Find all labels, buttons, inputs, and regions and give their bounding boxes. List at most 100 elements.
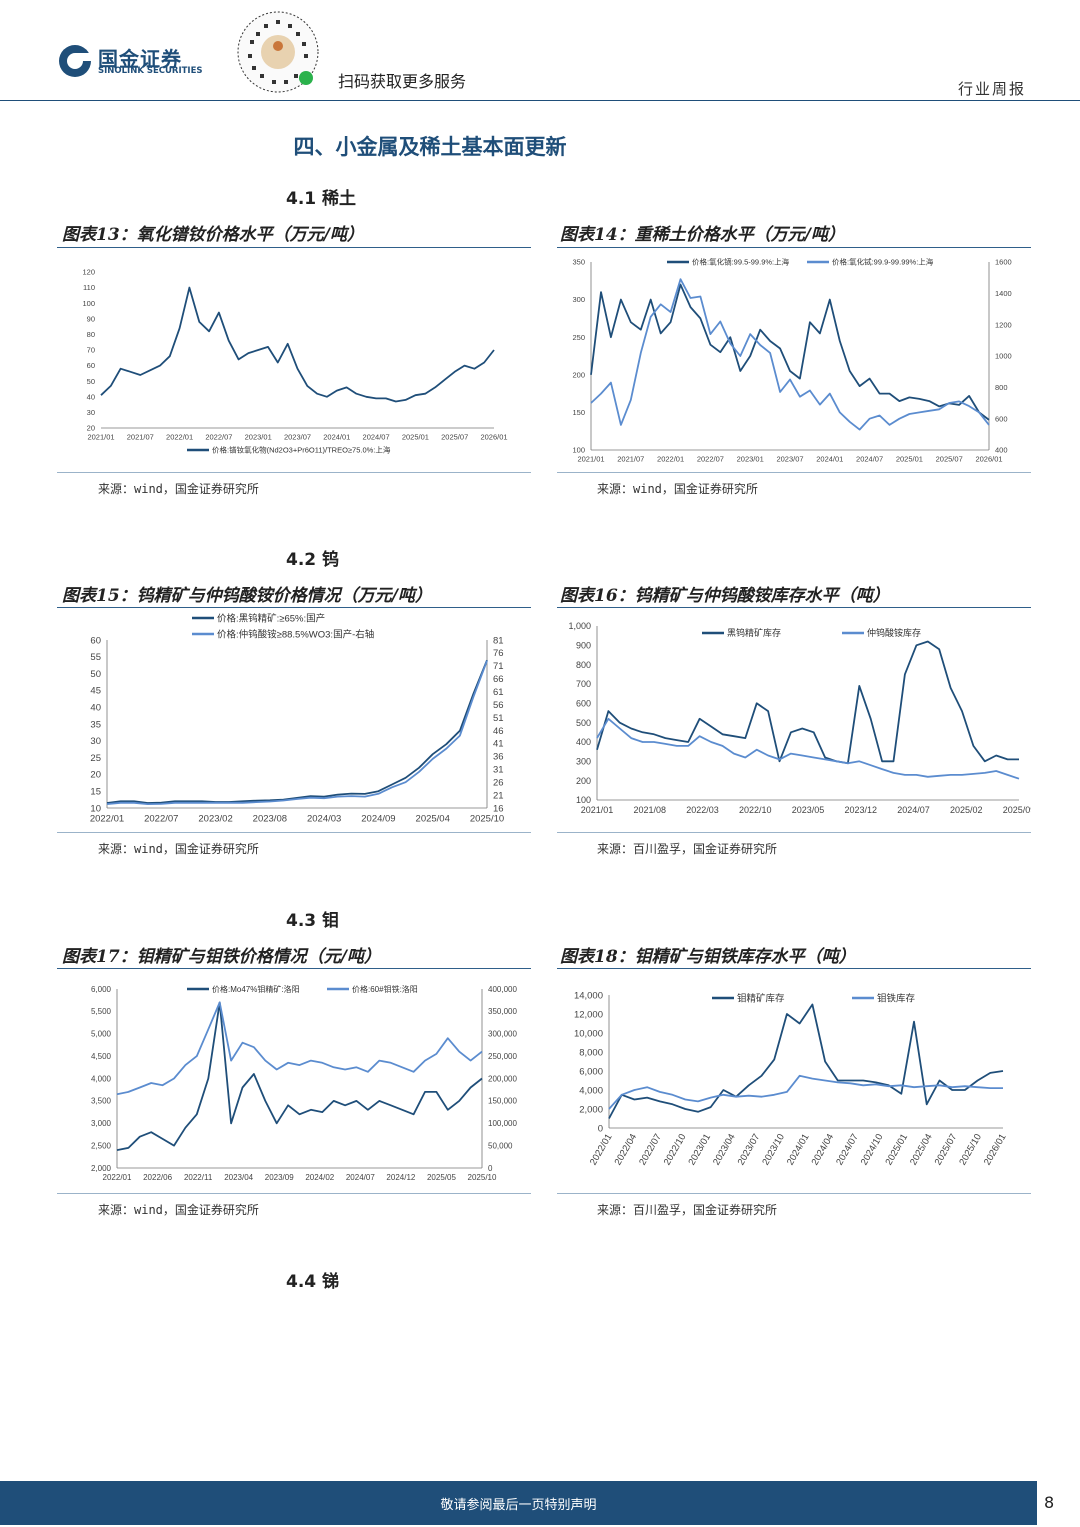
sinolink-logo-icon xyxy=(59,45,91,77)
x-tick-label: 2024/09 xyxy=(361,814,395,825)
y-tick-label: 1,000 xyxy=(568,621,591,631)
y-tick-label-right: 16 xyxy=(493,803,504,814)
x-tick-label: 2025/04 xyxy=(416,814,450,825)
x-tick-label: 2025/05 xyxy=(427,1173,456,1182)
header-divider xyxy=(0,100,1080,101)
figure-18-bottom-rule xyxy=(557,1193,1031,1194)
figure-13-top-rule xyxy=(57,247,531,248)
series-line xyxy=(106,660,488,806)
chart-molybdenum-inventory: 0 2,000 4,000 6,000 8,000 10,000 12,000 14,000 2… xyxy=(574,990,1009,1167)
figure-18-title: 图表18：钼精矿与钼铁库存水平（吨） xyxy=(560,947,856,967)
series-line xyxy=(596,717,1020,780)
y-tick-label-right: 400,000 xyxy=(488,985,517,994)
figure-14-title: 图表14：重稀土价格水平（万元/吨） xyxy=(560,225,845,245)
y-tick-label: 25 xyxy=(90,753,101,764)
y-tick-label: 100 xyxy=(572,446,585,455)
x-tick-label: 2024/10 xyxy=(859,1132,886,1167)
y-tick-label-right: 26 xyxy=(493,777,504,788)
y-tick-label: 150 xyxy=(572,408,585,417)
chart-praseodymium-neodymium-oxide-price: 20 30 40 50 60 70 80 90 100 110 120 2021/01 2021/07 2… xyxy=(82,268,507,455)
x-tick-label: 2021/01 xyxy=(577,455,604,464)
figure-16-bottom-rule xyxy=(557,832,1031,833)
y-tick-label: 8,000 xyxy=(579,1047,603,1058)
y-tick-label: 350 xyxy=(572,258,585,267)
y-tick-label: 15 xyxy=(90,787,101,798)
y-tick-label-right: 0 xyxy=(488,1164,493,1173)
y-tick-label-right: 21 xyxy=(493,790,504,801)
y-tick-label-right: 36 xyxy=(493,752,504,763)
y-tick-label: 20 xyxy=(87,424,95,433)
x-tick-label: 2023/07 xyxy=(776,455,803,464)
y-tick-label: 120 xyxy=(82,268,95,277)
y-tick-label: 12,000 xyxy=(574,1009,603,1020)
x-tick-label: 2025/01 xyxy=(896,455,923,464)
figure-18-top-rule xyxy=(557,968,1031,969)
y-tick-label-right: 1400 xyxy=(995,289,1012,298)
logo-company-name: 国金证券 xyxy=(98,47,182,71)
y-tick-label: 70 xyxy=(87,346,95,355)
x-tick-label: 2025/04 xyxy=(908,1132,935,1167)
logo-company-english: SINOLINK SECURITIES xyxy=(98,66,203,76)
legend-label: 价格:Mo47%钼精矿:洛阳 xyxy=(212,984,300,994)
x-tick-label: 2025/10 xyxy=(468,1173,497,1182)
y-tick-label-right: 61 xyxy=(493,687,504,698)
legend-label: 价格:氧化镝:99.5-99.9%:上海 xyxy=(692,257,790,267)
x-tick-label: 2024/04 xyxy=(810,1132,837,1167)
figure-14-top-rule xyxy=(557,247,1031,248)
y-tick-label: 10,000 xyxy=(574,1028,603,1039)
series-line xyxy=(596,640,1019,765)
y-tick-label: 300 xyxy=(572,295,585,304)
subsection-heading-antimony: 4.4 锑 xyxy=(286,1272,340,1292)
legend-label: 价格:氧化铽:99.9-99.99%:上海 xyxy=(832,257,934,267)
x-tick-label: 2025/02 xyxy=(950,805,983,815)
figure-17-top-rule xyxy=(57,968,531,969)
y-tick-label: 30 xyxy=(87,408,95,417)
y-tick-label-right: 200,000 xyxy=(488,1074,517,1083)
y-tick-label-right: 66 xyxy=(493,674,504,685)
x-tick-label: 2024/07 xyxy=(363,433,390,442)
x-tick-label: 2023/01 xyxy=(245,433,272,442)
y-tick-label: 250 xyxy=(572,333,585,342)
x-tick-label: 2023/05 xyxy=(792,805,825,815)
x-tick-label: 2026/01 xyxy=(982,1132,1009,1167)
y-tick-label: 400 xyxy=(576,737,591,747)
x-tick-label: 2022/07 xyxy=(697,455,724,464)
y-tick-label-right: 56 xyxy=(493,700,504,711)
x-tick-label: 2022/01 xyxy=(657,455,684,464)
x-tick-label: 2023/12 xyxy=(844,805,877,815)
legend-label: 价格:黑钨精矿:≥65%:国产 xyxy=(217,612,325,624)
figure-16-source: 来源：百川盈孚，国金证券研究所 xyxy=(597,842,778,856)
figure-16-top-rule xyxy=(557,607,1031,608)
x-tick-label: 2022/07 xyxy=(205,433,232,442)
x-tick-label: 2024/01 xyxy=(323,433,350,442)
y-tick-label: 6,000 xyxy=(91,985,112,994)
y-tick-label-right: 150,000 xyxy=(488,1097,517,1106)
y-tick-label-right: 46 xyxy=(493,726,504,737)
y-tick-label: 0 xyxy=(598,1123,603,1134)
series-line xyxy=(106,659,488,804)
y-tick-label: 4,000 xyxy=(579,1085,603,1096)
subsection-heading-tungsten: 4.2 钨 xyxy=(286,550,340,570)
qr-code-icon[interactable] xyxy=(236,10,320,94)
y-tick-label: 14,000 xyxy=(574,990,603,1001)
y-tick-label: 80 xyxy=(87,330,95,339)
y-tick-label-right: 100,000 xyxy=(488,1119,517,1128)
legend-label: 价格:仲钨酸铵≥88.5%WO3:国产-右轴 xyxy=(217,628,374,640)
x-tick-label: 2022/07 xyxy=(144,814,178,825)
y-tick-label: 3,500 xyxy=(91,1097,112,1106)
figure-13-title: 图表13：氧化镨钕价格水平（万元/吨） xyxy=(62,225,364,245)
y-tick-label-right: 81 xyxy=(493,635,504,646)
x-tick-label: 2025/01 xyxy=(883,1132,910,1167)
footer-disclaimer: 敬请参阅最后一页特别声明 xyxy=(440,1498,597,1513)
figure-15-source: 来源：wind，国金证券研究所 xyxy=(98,842,259,856)
y-tick-label: 200 xyxy=(572,370,585,379)
y-tick-label: 40 xyxy=(87,392,95,401)
x-tick-label: 2025/07 xyxy=(936,455,963,464)
figure-17-title: 图表17：钼精矿与钼铁价格情况（元/吨） xyxy=(62,947,381,967)
y-tick-label: 55 xyxy=(90,652,101,663)
x-tick-label: 2022/01 xyxy=(588,1132,615,1167)
legend-label: 价格:镨钕氧化物(Nd2O3+Pr6O11)/TREO≥75.0%:上海 xyxy=(212,445,391,455)
y-tick-label-right: 1200 xyxy=(995,320,1012,329)
y-tick-label: 90 xyxy=(87,314,95,323)
figure-13-source: 来源：wind，国金证券研究所 xyxy=(98,482,259,496)
